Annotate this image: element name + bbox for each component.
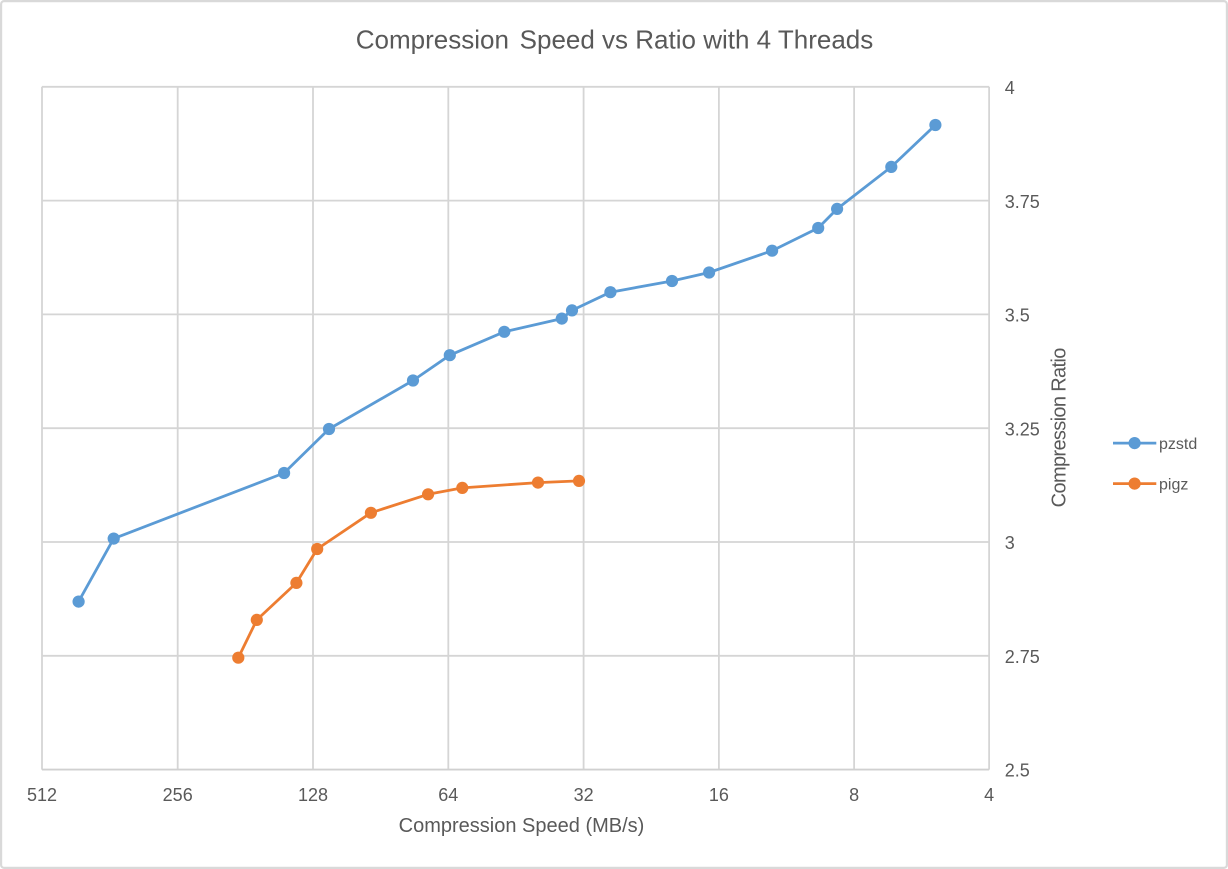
svg-text:2.5: 2.5 (1005, 761, 1030, 781)
svg-text:pigz: pigz (1159, 476, 1188, 493)
svg-text:128: 128 (298, 785, 328, 805)
svg-text:8: 8 (849, 785, 859, 805)
svg-text:3.25: 3.25 (1005, 419, 1040, 439)
svg-text:32: 32 (574, 785, 594, 805)
svg-text:3: 3 (1005, 533, 1015, 553)
svg-text:Compression Speed vs Ratio wit: Compression Speed vs Ratio with 4 Thread… (356, 25, 874, 55)
svg-text:3.75: 3.75 (1005, 192, 1040, 212)
svg-text:Compression Ratio: Compression Ratio (1049, 348, 1071, 508)
svg-text:512: 512 (27, 785, 57, 805)
svg-text:4: 4 (984, 785, 994, 805)
svg-text:3.5: 3.5 (1005, 306, 1030, 326)
svg-text:Compression Speed (MB/s): Compression Speed (MB/s) (399, 815, 645, 837)
svg-text:16: 16 (709, 785, 729, 805)
svg-text:64: 64 (438, 785, 458, 805)
svg-text:4: 4 (1005, 78, 1015, 98)
svg-text:2.75: 2.75 (1005, 647, 1040, 667)
svg-text:pzstd: pzstd (1159, 436, 1197, 453)
svg-text:256: 256 (163, 785, 193, 805)
